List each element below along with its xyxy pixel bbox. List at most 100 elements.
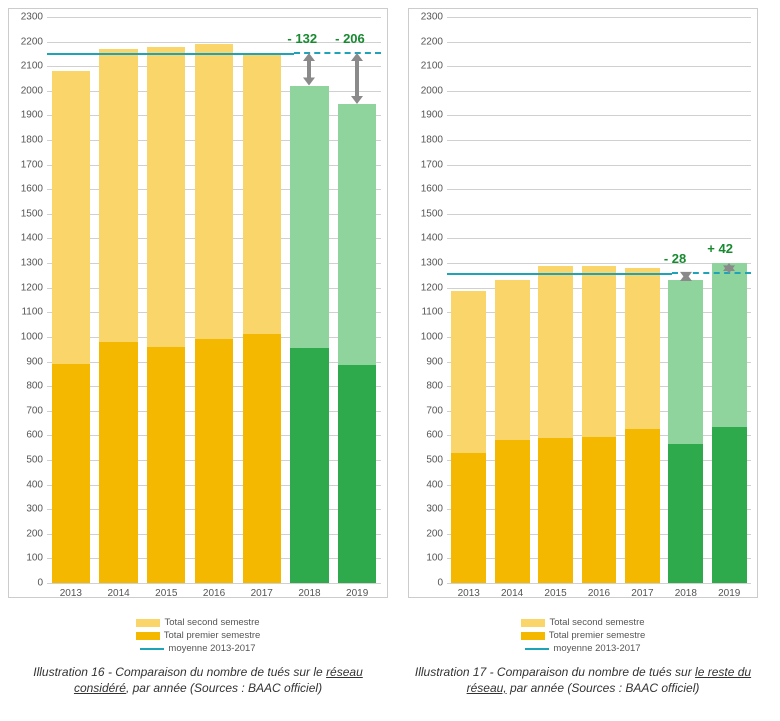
ytick-label: 800	[411, 381, 443, 392]
ytick-label: 600	[411, 430, 443, 441]
bar-column: 2015	[142, 47, 190, 583]
gridline	[447, 583, 751, 584]
ytick-label: 1600	[411, 184, 443, 195]
bar-column: 2019	[708, 263, 751, 583]
xtick-label: 2016	[203, 588, 225, 599]
bar-s2	[290, 86, 328, 348]
ytick-label: 1600	[11, 184, 43, 195]
bar-s1	[625, 429, 660, 583]
bar-s1	[338, 365, 376, 583]
ytick-label: 900	[11, 356, 43, 367]
ytick-label: 100	[11, 553, 43, 564]
ytick-label: 100	[411, 553, 443, 564]
legend-s1: Total premier semestre	[549, 630, 646, 641]
bar-s2	[625, 268, 660, 429]
delta-arrow-icon	[678, 273, 694, 280]
ytick-label: 2200	[11, 36, 43, 47]
ytick-label: 1300	[11, 258, 43, 269]
bar-column: 2016	[190, 44, 238, 583]
delta-arrow-icon	[349, 53, 365, 104]
ytick-label: 2200	[411, 36, 443, 47]
xtick-label: 2015	[544, 588, 566, 599]
ytick-label: 500	[11, 454, 43, 465]
legend-right: Total second semestre Total premier seme…	[408, 616, 758, 655]
ytick-label: 0	[11, 578, 43, 589]
ytick-label: 200	[11, 528, 43, 539]
bar-s1	[243, 334, 281, 583]
legend-avg: moyenne 2013-2017	[168, 643, 255, 654]
xtick-label: 2018	[298, 588, 320, 599]
bar-s1	[195, 339, 233, 583]
ytick-label: 700	[411, 405, 443, 416]
bar-column: 2018	[664, 280, 707, 583]
ytick-label: 2000	[411, 85, 443, 96]
bar-s1	[582, 437, 617, 583]
ytick-label: 2300	[11, 12, 43, 23]
delta-annotation: + 42	[707, 241, 733, 256]
bar-s2	[668, 280, 703, 444]
ytick-label: 400	[411, 479, 443, 490]
xtick-label: 2018	[675, 588, 697, 599]
bar-s1	[147, 347, 185, 583]
chart-left: 2013201420152016201720182019010020030040…	[8, 8, 388, 598]
ytick-label: 1800	[11, 135, 43, 146]
gridline	[47, 583, 381, 584]
bar-column: 2017	[621, 268, 664, 583]
legend-avg: moyenne 2013-2017	[553, 643, 640, 654]
ytick-label: 1400	[411, 233, 443, 244]
delta-annotation: - 132	[287, 31, 317, 46]
bar-s1	[99, 342, 137, 583]
ytick-label: 700	[11, 405, 43, 416]
bar-s2	[243, 54, 281, 335]
xtick-label: 2016	[588, 588, 610, 599]
delta-arrow-icon	[301, 53, 317, 85]
bar-column: 2014	[95, 49, 143, 583]
ytick-label: 1500	[11, 208, 43, 219]
panel-right: 2013201420152016201720182019010020030040…	[408, 8, 758, 696]
ytick-label: 1500	[411, 208, 443, 219]
ytick-label: 400	[11, 479, 43, 490]
xtick-label: 2014	[107, 588, 129, 599]
bar-column: 2018	[286, 86, 334, 583]
legend-left: Total second semestre Total premier seme…	[8, 616, 388, 655]
bar-column: 2017	[238, 54, 286, 583]
ytick-label: 1900	[11, 110, 43, 121]
bar-s2	[147, 47, 185, 347]
xtick-label: 2014	[501, 588, 523, 599]
ytick-label: 1100	[411, 307, 443, 318]
bar-s2	[52, 71, 90, 364]
bar-s2	[451, 291, 486, 452]
avg-line	[447, 273, 672, 275]
legend-s2: Total second semestre	[549, 617, 644, 628]
bar-column: 2016	[577, 266, 620, 583]
ytick-label: 800	[11, 381, 43, 392]
ytick-label: 1800	[411, 135, 443, 146]
bar-s1	[712, 427, 747, 583]
xtick-label: 2013	[458, 588, 480, 599]
ytick-label: 1100	[11, 307, 43, 318]
ytick-label: 2100	[411, 61, 443, 72]
delta-arrow-icon	[721, 263, 737, 273]
ytick-label: 1900	[411, 110, 443, 121]
bar-s1	[668, 444, 703, 583]
bar-s2	[338, 104, 376, 365]
bar-column: 2013	[47, 71, 95, 583]
ytick-label: 1200	[11, 282, 43, 293]
ytick-label: 1700	[11, 159, 43, 170]
xtick-label: 2013	[60, 588, 82, 599]
bar-s1	[495, 440, 530, 583]
xtick-label: 2019	[718, 588, 740, 599]
ytick-label: 900	[411, 356, 443, 367]
ytick-label: 2100	[11, 61, 43, 72]
bar-column: 2019	[333, 104, 381, 583]
ytick-label: 2000	[11, 85, 43, 96]
chart-right: 2013201420152016201720182019010020030040…	[408, 8, 758, 598]
ytick-label: 0	[411, 578, 443, 589]
ytick-label: 500	[411, 454, 443, 465]
bar-column: 2014	[490, 280, 533, 583]
bar-s2	[99, 49, 137, 342]
caption-left: Illustration 16 - Comparaison du nombre …	[8, 665, 388, 696]
ytick-label: 1000	[11, 331, 43, 342]
bar-s2	[495, 280, 530, 440]
bar-s1	[52, 364, 90, 583]
